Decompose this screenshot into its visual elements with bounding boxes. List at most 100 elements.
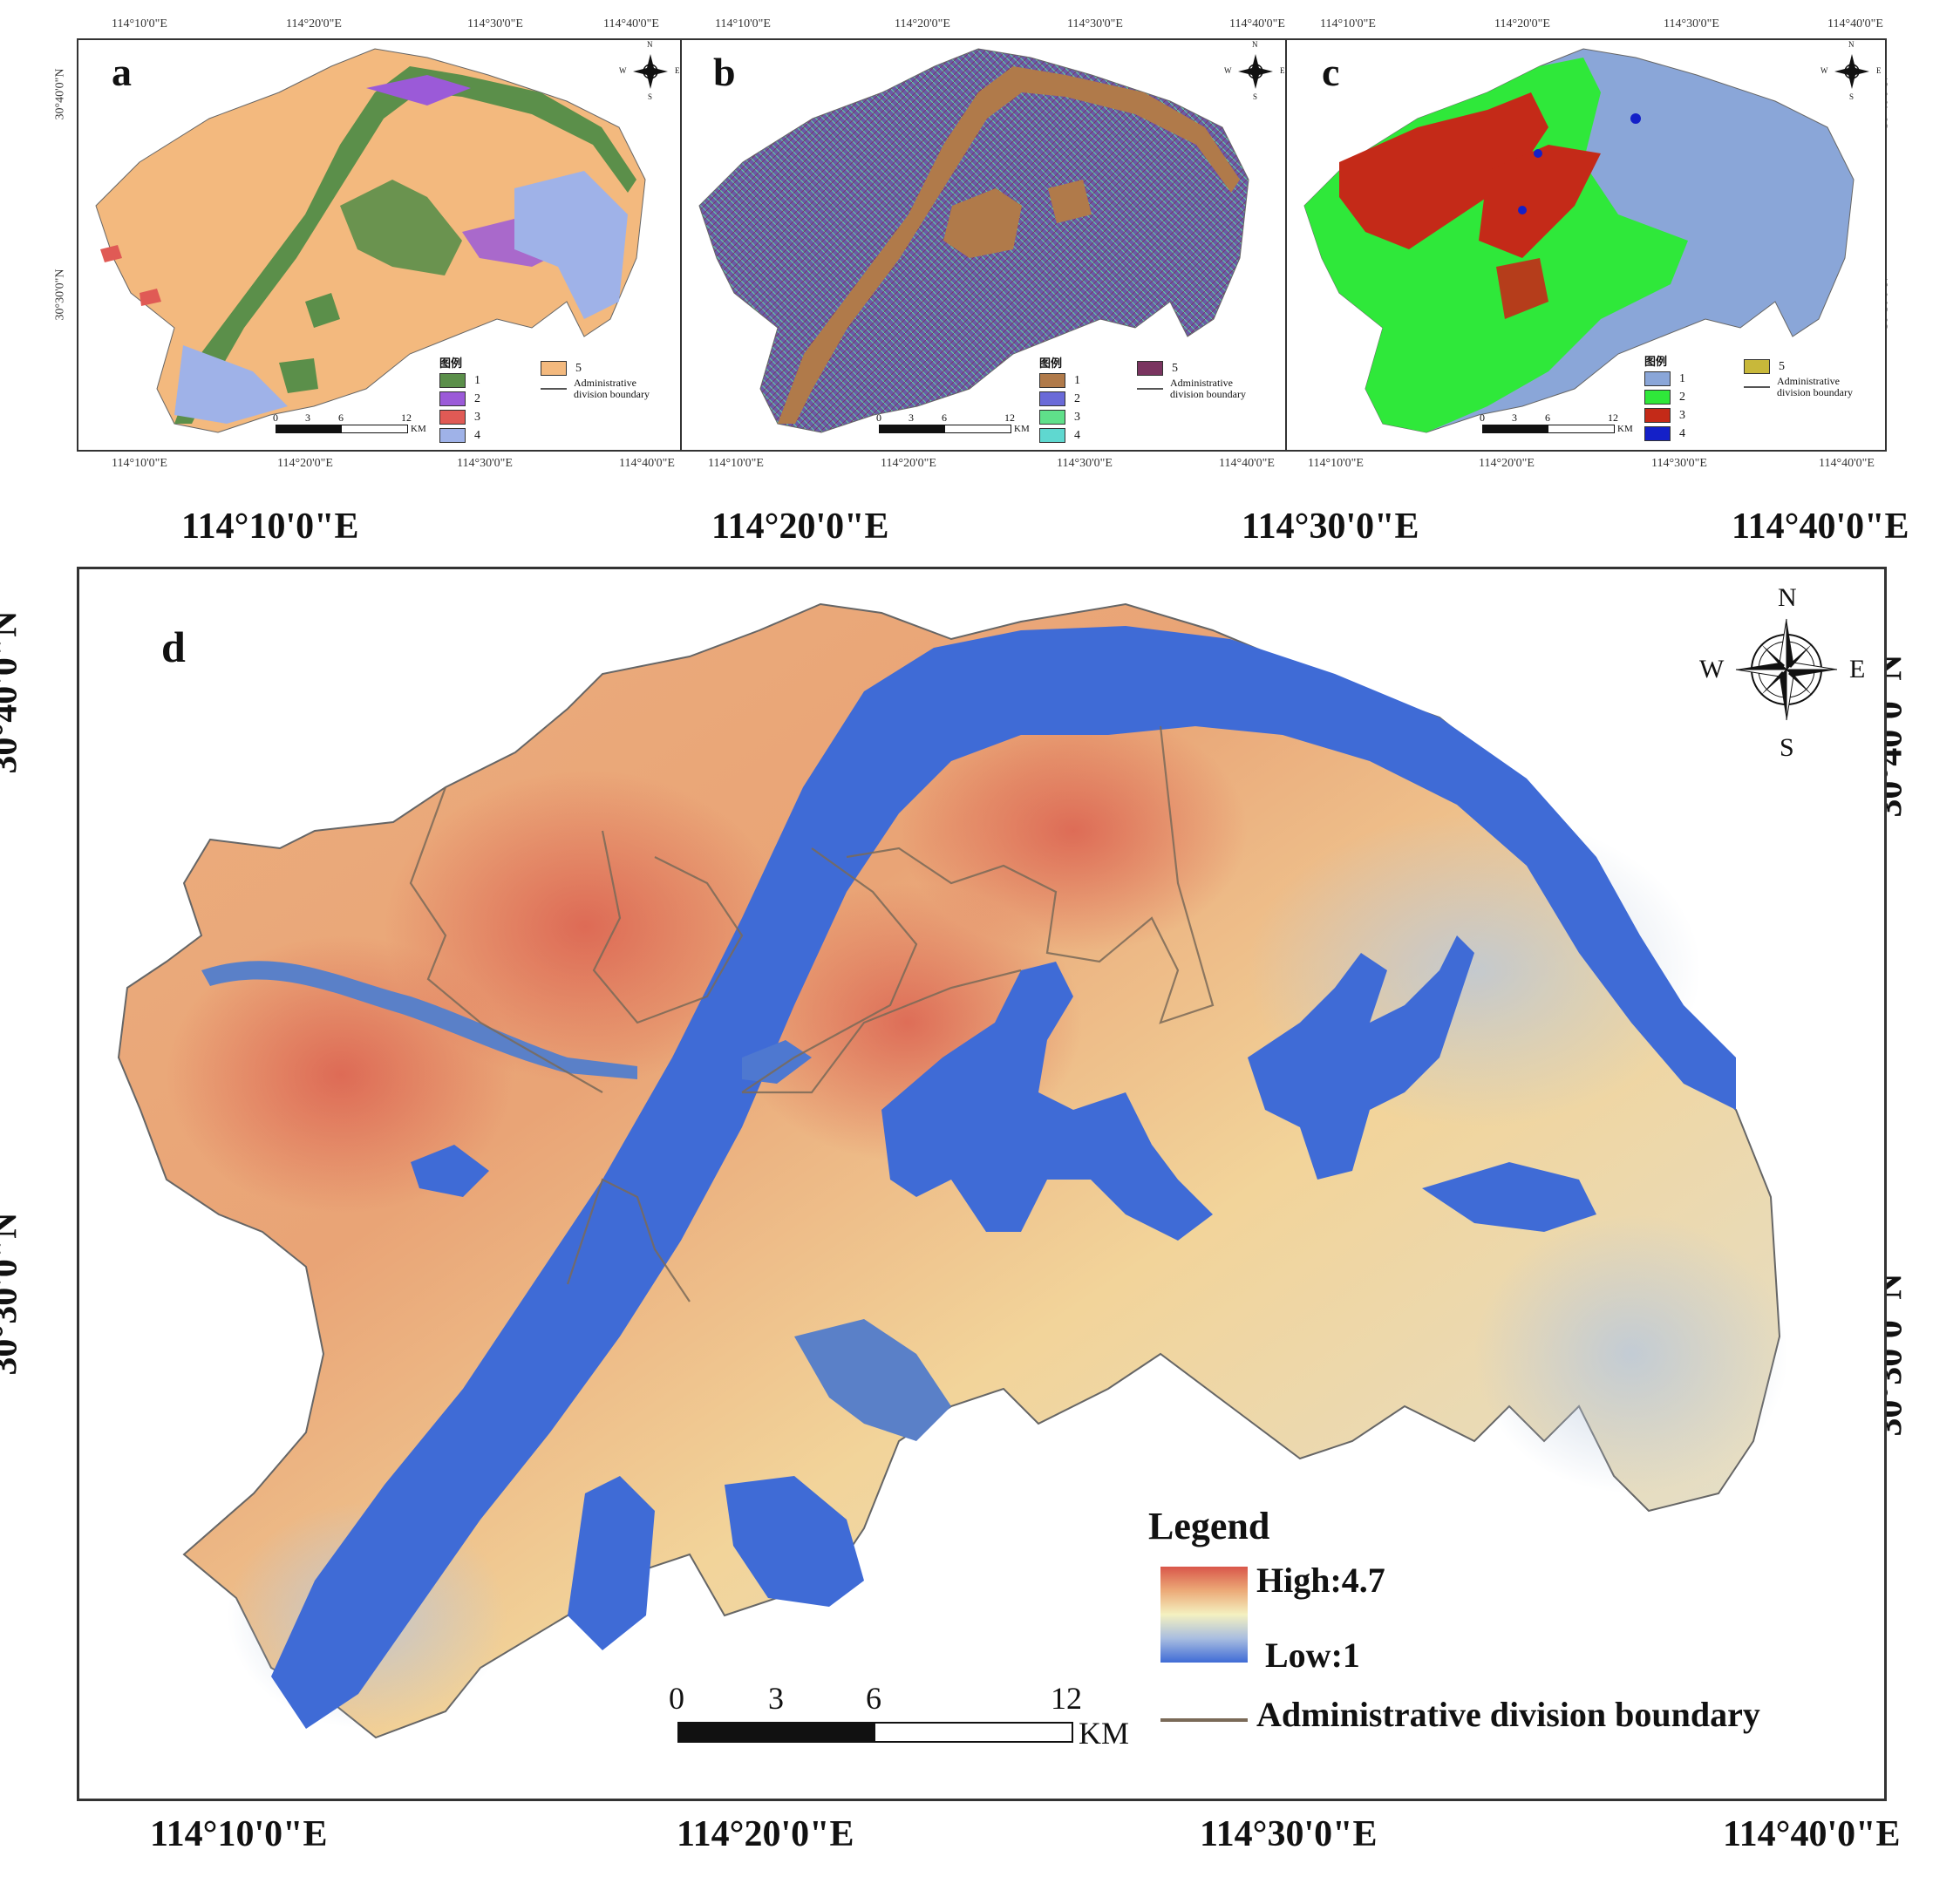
scale-label: 6 [1545, 411, 1550, 424]
red-zone [1496, 258, 1548, 319]
tick-label: 114°40'0"E [1219, 457, 1275, 470]
tick-label: 114°20'0"E [677, 1814, 854, 1854]
compass-s: S [648, 92, 653, 101]
legend-high: High:4.7 [1256, 1561, 1385, 1600]
tick-label: 114°10'0"E [1320, 17, 1376, 31]
legend-boundary-line [1160, 1718, 1248, 1722]
compass-n: N [1252, 40, 1258, 49]
tick-label: 114°10'0"E [708, 457, 764, 470]
compass-rose-icon [633, 54, 668, 89]
compass-rose-icon [1735, 618, 1838, 721]
tick-label: 114°40'0"E [1827, 17, 1883, 31]
legend-swatch [1039, 373, 1065, 389]
legend-b: 图例 1 2 3 4 5 Administrative division boun… [1039, 354, 1280, 444]
legend-a: 图例 1 2 3 4 5 Administrative division boun… [439, 354, 675, 444]
tick-label: 114°40'0"E [1819, 457, 1875, 470]
legend-swatch [1137, 361, 1163, 377]
blue-zone [514, 171, 628, 319]
tick-label: 114°30'0"E [1651, 457, 1707, 470]
compass-e: E [675, 66, 680, 75]
legend-color-ramp [1160, 1567, 1248, 1663]
panel-letter: a [112, 50, 132, 94]
tick-label: 114°10'0"E [715, 17, 771, 31]
scale-label: 12 [401, 411, 412, 424]
legend-low: Low:1 [1265, 1636, 1360, 1675]
compass-s: S [1253, 92, 1258, 101]
tick-label: 114°20'0"E [277, 457, 333, 470]
scale-unit: KM [411, 424, 426, 434]
blue-spot [1518, 206, 1527, 214]
red-spot [100, 245, 122, 262]
legend-swatch [1644, 426, 1671, 442]
landcover-map-a [95, 48, 646, 433]
compass-w: W [619, 66, 627, 75]
purple-zone [366, 75, 471, 105]
tick-label: 114°40'0"E [1229, 17, 1285, 31]
red-spot [140, 289, 161, 306]
scale-label: 6 [338, 411, 344, 424]
tick-label: 30°40'0"N [0, 610, 25, 774]
tick-label: 114°20'0"E [1479, 457, 1535, 470]
scale-label: 12 [1051, 1681, 1082, 1716]
legend-item: 1 [439, 371, 480, 390]
compass-e: E [1280, 66, 1285, 75]
scale-label: 0 [669, 1681, 684, 1716]
central-lake [742, 1040, 812, 1084]
legend-boundary: Administrative division boundary [1137, 377, 1246, 400]
legend-swatch [1644, 390, 1671, 405]
compass-s: S [1849, 92, 1855, 101]
legend-item: 4 [1039, 426, 1080, 445]
compass-w: W [1224, 66, 1232, 75]
compass-w: W [1699, 655, 1725, 683]
legend-swatch [1644, 371, 1671, 387]
scale-label: 0 [1480, 411, 1485, 424]
legend-swatch [1039, 410, 1065, 425]
map-panel-b: b N S W E 图例 1 2 3 4 5 [680, 38, 1287, 452]
tick-label: 30°40'0"N [53, 68, 67, 120]
panel-letter: b [713, 50, 736, 94]
compass-n: N [1778, 583, 1797, 612]
legend-c: 图例 1 2 3 4 5 Administrative division boun… [1644, 352, 1880, 442]
tick-label: 114°30'0"E [1664, 17, 1719, 31]
compass-rose-icon [1238, 54, 1273, 89]
lake-region [943, 188, 1022, 258]
tick-label: 114°10'0"E [112, 457, 167, 470]
tick-label: 114°10'0"E [181, 507, 359, 547]
legend-swatch [439, 428, 466, 444]
scale-unit: KM [1617, 424, 1633, 434]
cool-zone [1474, 1214, 1788, 1493]
scale-unit: KM [1079, 1716, 1130, 1751]
legend-item: 5 [541, 359, 650, 377]
legend-swatch [1744, 359, 1770, 375]
scale-label: 6 [942, 411, 947, 424]
tick-label: 114°20'0"E [881, 457, 936, 470]
legend-item: 5 [1137, 359, 1246, 377]
green-patch [305, 293, 340, 328]
scale-label: 12 [1608, 411, 1618, 424]
tick-label: 114°20'0"E [1494, 17, 1550, 31]
legend-item: 5 [1744, 357, 1853, 376]
eastern-lake [1422, 1162, 1596, 1232]
legend-item: 4 [439, 426, 480, 445]
legend-swatch [1039, 391, 1065, 407]
scale-label: 3 [305, 411, 310, 424]
compass-e: E [1876, 66, 1882, 75]
compass-a: N S W E [619, 40, 680, 101]
main-legend: Legend High:4.7 Low:1 Administrative div… [1148, 1504, 1846, 1783]
legend-item: 1 [1039, 371, 1080, 390]
lake-region [1048, 180, 1092, 223]
tick-label: 114°10'0"E [150, 1814, 328, 1854]
legend-swatch [1644, 408, 1671, 424]
legend-item: 3 [1644, 406, 1685, 425]
map-panel-a: a N S W E 图例 1 2 3 4 5 Administrati [77, 38, 682, 452]
tick-label: 114°30'0"E [1242, 507, 1419, 547]
tick-label: 114°10'0"E [112, 17, 167, 31]
district-boundaries [409, 725, 1215, 1302]
blue-spot [1534, 149, 1542, 158]
soil-map-b [698, 48, 1249, 433]
compass-main: N S W E [1699, 583, 1865, 762]
legend-title: 图例 [1039, 357, 1063, 370]
blue-zone [174, 345, 288, 424]
legend-item: 2 [439, 390, 480, 408]
legend-item: 3 [439, 408, 480, 426]
